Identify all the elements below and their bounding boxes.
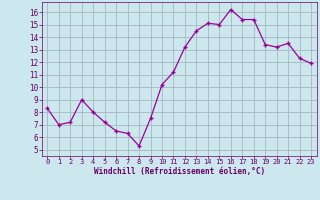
X-axis label: Windchill (Refroidissement éolien,°C): Windchill (Refroidissement éolien,°C)	[94, 167, 265, 176]
